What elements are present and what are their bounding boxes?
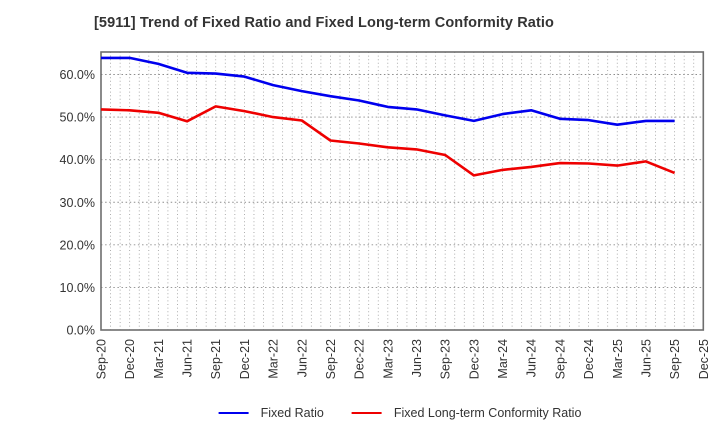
legend-line-sample-blue xyxy=(218,412,249,414)
y-tick-label: 30.0% xyxy=(60,196,95,210)
x-tick-label: Mar-25 xyxy=(611,339,625,379)
legend-label: Fixed Ratio xyxy=(260,406,324,420)
x-tick-label: Sep-22 xyxy=(324,339,338,379)
legend: Fixed Ratio Fixed Long-term Conformity R… xyxy=(218,406,582,420)
x-tick-label: Sep-23 xyxy=(439,339,453,379)
y-tick-label: 60.0% xyxy=(60,68,95,82)
x-tick-label: Dec-20 xyxy=(123,339,137,379)
x-tick-label: Dec-21 xyxy=(238,339,252,379)
x-tick-label: Jun-23 xyxy=(410,339,424,377)
y-tick-label: 40.0% xyxy=(60,153,95,167)
x-tick-label: Dec-25 xyxy=(697,339,711,379)
legend-item-fixed-long-term: Fixed Long-term Conformity Ratio xyxy=(351,406,582,420)
x-tick-label: Dec-22 xyxy=(353,339,367,379)
y-tick-label: 0.0% xyxy=(67,324,96,338)
x-tick-label: Mar-24 xyxy=(496,339,510,379)
legend-label: Fixed Long-term Conformity Ratio xyxy=(393,406,582,420)
series-line-fixed-ratio xyxy=(101,56,675,126)
x-tick-label: Sep-21 xyxy=(209,339,223,379)
x-tick-label: Jun-24 xyxy=(525,339,539,377)
x-tick-label: Dec-23 xyxy=(467,339,481,379)
x-tick-label: Mar-23 xyxy=(381,339,395,379)
legend-line-sample-red xyxy=(351,412,382,414)
x-tick-label: Mar-21 xyxy=(152,339,166,379)
y-tick-label: 10.0% xyxy=(60,281,95,295)
plot-border xyxy=(100,51,705,331)
y-tick-label: 20.0% xyxy=(60,238,95,252)
legend-item-fixed-ratio: Fixed Ratio xyxy=(218,406,324,420)
x-tick-label: Dec-24 xyxy=(582,339,596,379)
x-tick-label: Sep-20 xyxy=(95,339,109,379)
x-tick-label: Jun-25 xyxy=(639,339,653,377)
x-tick-label: Mar-22 xyxy=(267,339,281,379)
y-tick-label: 50.0% xyxy=(60,111,95,125)
x-tick-label: Sep-25 xyxy=(668,339,682,379)
x-tick-label: Jun-22 xyxy=(295,339,309,377)
x-tick-label: Jun-21 xyxy=(181,339,195,377)
series-line-fixed-long-term-conformity-ratio xyxy=(100,105,676,177)
chart-title: [5911] Trend of Fixed Ratio and Fixed Lo… xyxy=(94,15,554,31)
x-tick-label: Sep-24 xyxy=(553,339,567,379)
